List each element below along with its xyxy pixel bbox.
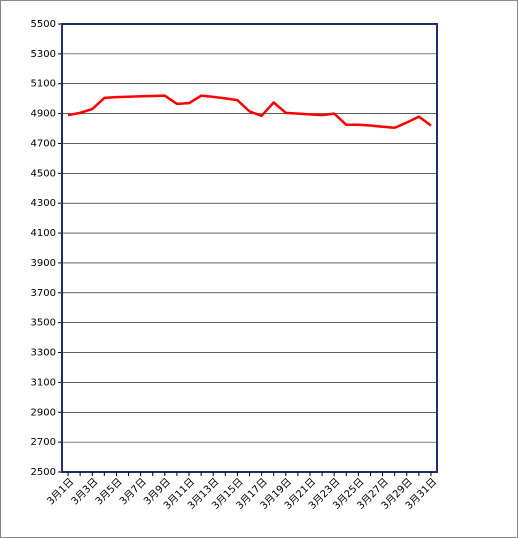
y-tick-label: 5500: [31, 19, 56, 30]
y-tick-label: 3500: [31, 318, 56, 329]
y-tick-label: 2900: [31, 407, 56, 418]
y-tick-label: 3900: [31, 258, 56, 269]
y-tick-label: 5100: [31, 79, 56, 90]
y-tick-label: 2700: [31, 437, 56, 448]
plot-area: [62, 24, 437, 472]
y-tick-label: 4900: [31, 109, 56, 120]
y-tick-label: 4700: [31, 138, 56, 149]
y-tick-label: 3700: [31, 288, 56, 299]
y-tick-label: 4100: [31, 228, 56, 239]
y-tick-label: 4300: [31, 198, 56, 209]
y-tick-label: 5300: [31, 49, 56, 60]
y-tick-label: 4500: [31, 168, 56, 179]
y-tick-label: 3100: [31, 377, 56, 388]
y-tick-label: 3300: [31, 348, 56, 359]
line-series: [67, 94, 432, 130]
y-tick-label: 2500: [31, 467, 56, 478]
